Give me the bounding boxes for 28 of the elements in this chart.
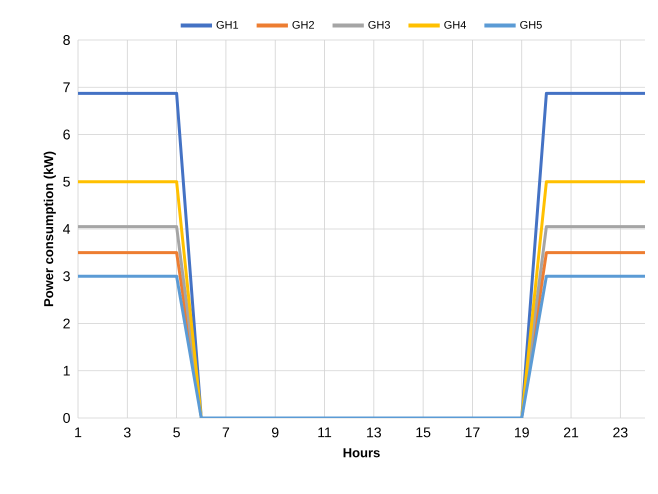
- y-tick-label: 3: [63, 271, 70, 282]
- y-tick-label: 7: [63, 82, 70, 92]
- x-tick-label: 7: [222, 428, 230, 438]
- x-tick-label: 9: [272, 428, 278, 438]
- y-tick-label: 1: [64, 366, 70, 376]
- y-tick-label: 2: [63, 318, 70, 328]
- x-tick-label: 13: [367, 428, 381, 438]
- x-tick-label: 3: [124, 428, 131, 438]
- legend-label: GH3: [368, 20, 390, 29]
- y-tick-label: 4: [63, 224, 70, 234]
- x-tick-label: 5: [173, 428, 180, 438]
- y-tick-label: 6: [63, 130, 70, 140]
- y-axis-title: Power consumption (kW): [44, 152, 56, 306]
- x-tick-label: 19: [515, 428, 529, 438]
- legend-label: GH1: [216, 20, 238, 29]
- y-tick-label: 8: [63, 35, 70, 45]
- y-tick-label: 5: [63, 176, 70, 187]
- x-tick-label: 11: [318, 428, 332, 438]
- legend-label: GH2: [292, 20, 314, 29]
- x-tick-label: 1: [75, 428, 82, 438]
- x-tick-label: 23: [613, 428, 628, 438]
- x-tick-label: 17: [466, 428, 480, 438]
- y-tick-label: 0: [63, 413, 70, 423]
- x-tick-label: 21: [564, 428, 578, 438]
- x-axis-title: Hours: [344, 448, 380, 458]
- legend-label: GH5: [520, 20, 542, 29]
- x-tick-label: 15: [416, 428, 430, 438]
- legend-label: GH4: [444, 20, 466, 29]
